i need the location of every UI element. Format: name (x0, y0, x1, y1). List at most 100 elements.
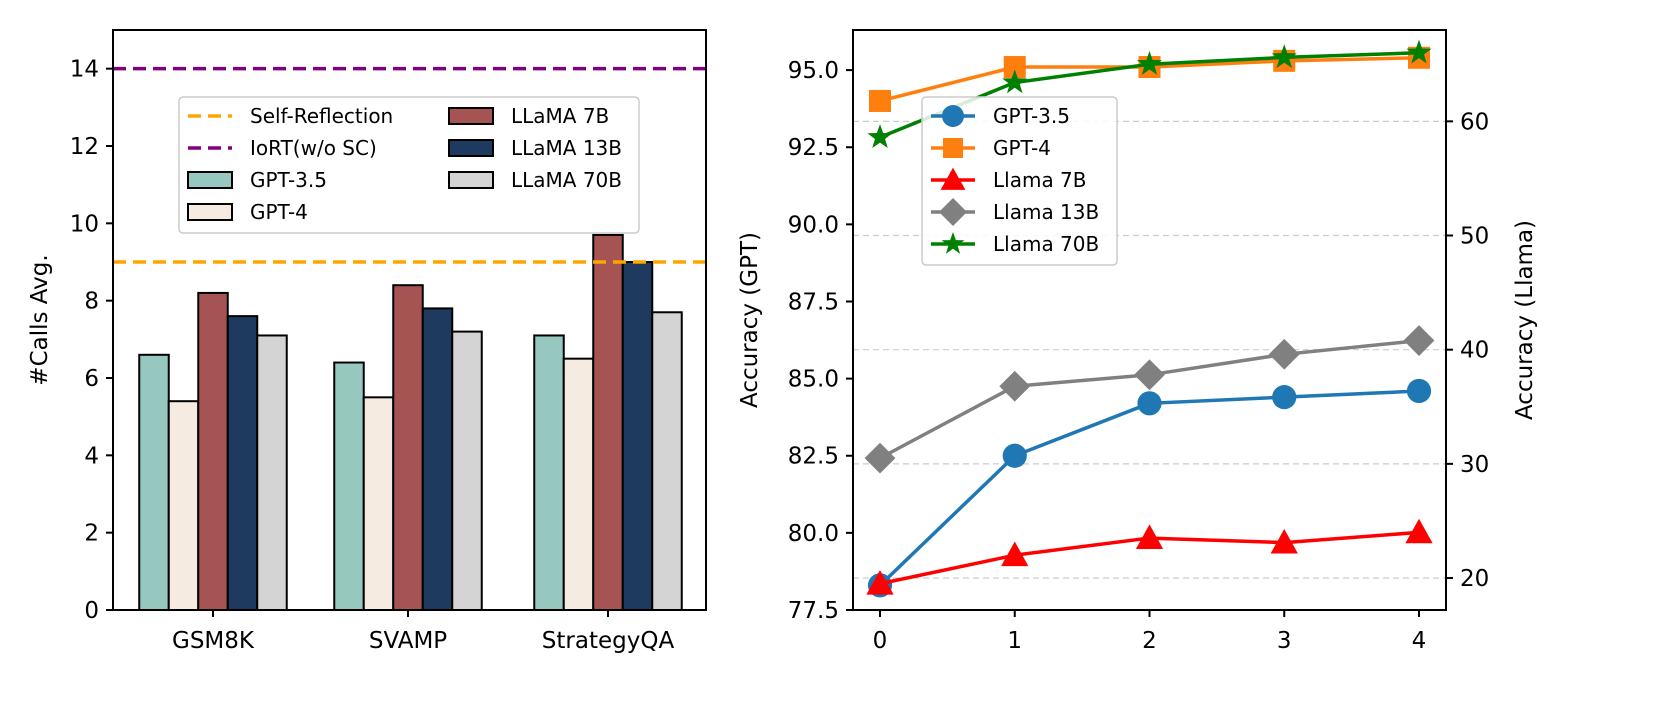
bar-gsm8k-gpt-4 (167, 400, 200, 612)
legend-marker-llama-70b (941, 232, 965, 254)
x-tick-label-svamp: SVAMP (369, 628, 447, 654)
legend-label-llama-13b: Llama 13B (993, 200, 1099, 224)
x-tick-label: 2 (1142, 628, 1157, 654)
legend: Self-Reflection IoRT(w/o SC) GPT-3.5 GPT-4 L… (178, 96, 640, 234)
legend-handle-gpt-3-5 (187, 171, 233, 189)
legend-label-gpt-3-5: GPT-3.5 (993, 104, 1070, 128)
bar-strategyqa-gpt-4 (562, 357, 595, 611)
legend-label-self-reflection: Self-Reflection (250, 104, 393, 128)
right-y-tick-label: 40 (1460, 338, 1489, 364)
bar-strategyqa-llama-13b (621, 261, 654, 611)
line-chart-accuracy: 77.580.082.585.087.590.092.595.0 2030405… (737, 29, 1538, 654)
y-axis-label: #Calls Avg. (27, 254, 53, 385)
legend-label-llama-7b: Llama 7B (993, 168, 1087, 192)
point-gpt-4-x0 (869, 89, 891, 112)
legend-label-llama-7b: LLaMA 7B (511, 104, 609, 128)
point-llama-70b-x4 (1406, 39, 1432, 64)
bar-strategyqa-gpt-3-5 (533, 334, 565, 611)
right-y-axis-ticks: 20 30 40 50 60 (1446, 109, 1489, 592)
point-llama-13b-x2 (1134, 359, 1165, 391)
legend: GPT-3.5 GPT-4 Llama 7B Llama 13B Llama 70B (921, 96, 1118, 266)
right-y-tick-label: 30 (1460, 452, 1489, 478)
left-y-axis-label: Accuracy (GPT) (737, 232, 763, 408)
x-tick-label: 1 (1007, 628, 1022, 654)
series-llama-7b (866, 518, 1433, 595)
point-llama-70b-x0 (867, 124, 893, 148)
bar-gsm8k-llama-7b (197, 291, 229, 611)
legend-label-llama-70b: LLaMA 70B (511, 168, 622, 192)
point-gpt-3-5-x1 (1002, 443, 1027, 468)
bar-svamp-llama-13b (421, 307, 454, 611)
point-llama-13b-x0 (864, 442, 896, 474)
point-llama-13b-x1 (999, 370, 1031, 402)
legend-label-gpt-3-5: GPT-3.5 (250, 168, 327, 192)
series-gpt-3-5 (867, 378, 1432, 598)
legend-marker-gpt-4 (943, 138, 963, 158)
line-gpt-3-5 (878, 389, 1420, 587)
left-y-tick-label: 85.0 (788, 367, 839, 393)
point-gpt-3-5-x4 (1406, 378, 1432, 404)
y-tick-label: 12 (70, 134, 99, 160)
series-llama-13b (864, 325, 1435, 474)
point-llama-7b-x3 (1270, 528, 1298, 554)
legend-handle-llama-70b (448, 171, 494, 189)
y-tick-label: 10 (70, 211, 99, 237)
point-gpt-3-5-x2 (1137, 391, 1162, 416)
point-llama-7b-x1 (1001, 541, 1029, 567)
x-tick-label: 0 (873, 628, 888, 654)
legend-label-gpt-4: GPT-4 (250, 200, 308, 224)
bar-svamp-gpt-3-5 (333, 361, 365, 611)
x-tick-label-strategyqa: StrategyQA (542, 628, 675, 654)
y-tick-label: 14 (70, 57, 99, 83)
bar-svamp-llama-70b (451, 330, 483, 611)
point-llama-7b-x4 (1405, 518, 1433, 544)
right-y-tick-label: 60 (1460, 109, 1489, 135)
legend-box (178, 96, 640, 234)
legend-label-iort-w-o-sc: IoRT(w/o SC) (250, 136, 377, 160)
y-tick-label: 8 (84, 289, 99, 315)
point-llama-7b-x2 (1135, 524, 1164, 549)
left-y-tick-label: 77.5 (788, 598, 839, 624)
legend-marker-llama-13b (939, 198, 967, 226)
point-llama-70b-x1 (1002, 69, 1028, 94)
left-y-tick-label: 87.5 (788, 289, 839, 315)
x-axis-ticks: GSM8K SVAMP StrategyQA (172, 610, 674, 654)
bar-chart-calls: 0 2 4 6 8 10 12 14 GSM8K SVAMP StrategyQA #Calls … (27, 29, 707, 654)
x-tick-label-gsm8k: GSM8K (172, 628, 255, 654)
left-y-tick-label: 80.0 (788, 521, 839, 547)
bar-svamp-llama-7b (392, 284, 424, 611)
legend-handle-llama-7b (448, 107, 494, 125)
bar-strategyqa-llama-70b (651, 311, 683, 611)
x-axis-ticks: 0 1 2 3 4 (873, 610, 1426, 654)
bar-gsm8k-llama-13b (226, 315, 259, 611)
point-llama-13b-x3 (1268, 338, 1300, 370)
right-y-tick-label: 20 (1460, 566, 1489, 592)
point-llama-7b-x0 (866, 570, 894, 595)
left-y-tick-label: 82.5 (788, 444, 839, 470)
grid-lines (853, 120, 1446, 579)
point-llama-13b-x4 (1403, 325, 1435, 356)
y-tick-label: 2 (84, 521, 99, 547)
left-y-axis-ticks: 77.5 80.0 82.5 85.0 87.5 90.0 92.5 95.0 (788, 58, 853, 624)
series-lines (864, 39, 1435, 598)
bar-group (138, 233, 683, 612)
right-y-axis-label: Accuracy (Llama) (1512, 220, 1538, 420)
legend-handle-gpt-4 (187, 203, 233, 221)
bar-svamp-gpt-4 (362, 396, 395, 612)
left-y-tick-label: 90.0 (788, 212, 839, 238)
point-gpt-3-5-x3 (1272, 385, 1297, 410)
y-axis-ticks: 0 2 4 6 8 10 12 14 (70, 57, 113, 624)
y-tick-label: 4 (84, 443, 99, 469)
y-tick-label: 6 (84, 366, 99, 392)
right-y-tick-label: 50 (1460, 224, 1489, 250)
plot-frame (112, 29, 707, 611)
x-tick-label: 3 (1277, 628, 1292, 654)
bar-strategyqa-llama-7b (592, 233, 624, 612)
left-y-tick-label: 95.0 (788, 58, 839, 84)
legend-label-llama-13b: LLaMA 13B (511, 136, 622, 160)
legend-label-gpt-4: GPT-4 (993, 136, 1051, 160)
legend-marker-gpt-3-5 (942, 105, 964, 127)
y-tick-label: 0 (84, 598, 99, 624)
point-gpt-4-x1 (1003, 56, 1026, 79)
